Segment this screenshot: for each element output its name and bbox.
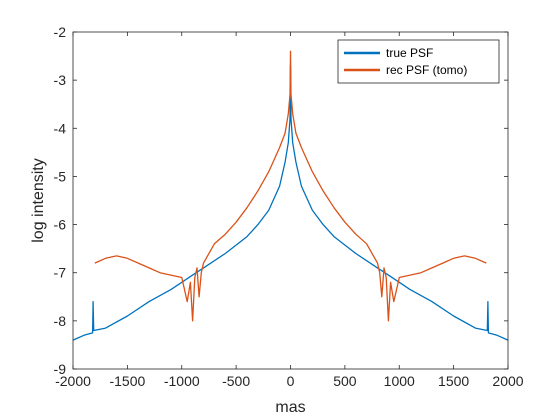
x-tick-label: -2000 bbox=[55, 373, 91, 389]
x-tick-label: 1000 bbox=[384, 373, 415, 389]
y-axis: -9 -8 -7 -6 -5 -4 -3 -2 bbox=[54, 24, 508, 377]
x-tick-label: 1500 bbox=[438, 373, 469, 389]
y-tick-label: -6 bbox=[54, 217, 67, 233]
x-tick-label: 0 bbox=[287, 373, 295, 389]
series-line-rec-psf-tomo bbox=[94, 50, 487, 322]
x-tick-label: -1000 bbox=[164, 373, 200, 389]
x-tick-label: 500 bbox=[333, 373, 357, 389]
x-tick-label: 2000 bbox=[492, 373, 523, 389]
legend-label-rec-psf: rec PSF (tomo) bbox=[386, 63, 467, 77]
x-tick-label: -500 bbox=[222, 373, 250, 389]
y-tick-label: -9 bbox=[54, 361, 67, 377]
series-line-true-psf bbox=[73, 65, 508, 341]
y-tick-label: -2 bbox=[54, 24, 67, 40]
y-tick-label: -7 bbox=[54, 265, 67, 281]
x-axis: -2000 -1500 -1000 -500 0 500 1000 1500 2000 bbox=[55, 32, 524, 389]
y-tick-label: -5 bbox=[54, 168, 67, 184]
legend: true PSF rec PSF (tomo) bbox=[337, 39, 500, 84]
x-axis-label: mas bbox=[275, 399, 305, 416]
x-tick-label: -1500 bbox=[109, 373, 145, 389]
y-tick-label: -8 bbox=[54, 313, 67, 329]
legend-box bbox=[337, 39, 500, 84]
y-tick-label: -4 bbox=[54, 120, 67, 136]
legend-label-true-psf: true PSF bbox=[386, 46, 433, 60]
y-tick-label: -3 bbox=[54, 72, 67, 88]
y-axis-label: log intensity bbox=[30, 158, 47, 243]
